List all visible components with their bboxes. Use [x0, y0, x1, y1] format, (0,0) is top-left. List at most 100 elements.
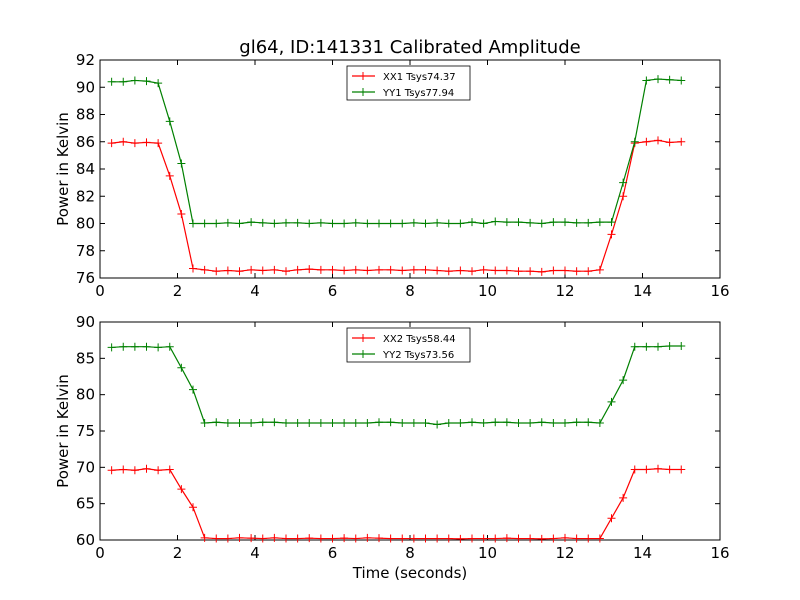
- y-tick-label: 65: [76, 495, 95, 513]
- data-point: [351, 534, 360, 543]
- data-point: [270, 418, 279, 427]
- data-point: [235, 533, 244, 542]
- chart-title: gl64, ID:141331 Calibrated Amplitude: [239, 37, 580, 58]
- x-tick-label: 6: [328, 282, 338, 300]
- x-tick-label: 16: [710, 282, 729, 300]
- data-point: [177, 485, 186, 494]
- data-point: [351, 265, 360, 274]
- data-point: [468, 267, 476, 276]
- y-tick-label: 84: [76, 160, 95, 178]
- data-point: [526, 419, 535, 428]
- data-point: [665, 138, 674, 147]
- legend-marker: [359, 72, 367, 80]
- data-point: [537, 534, 546, 543]
- data-point: [619, 376, 628, 385]
- data-point: [665, 341, 674, 350]
- data-point: [328, 419, 337, 428]
- data-point: [340, 534, 349, 543]
- series-line-1: [111, 468, 682, 540]
- data-point: [258, 534, 267, 543]
- data-point: [189, 219, 197, 228]
- data-point: [235, 419, 244, 428]
- legend-marker: [359, 334, 367, 342]
- y-tick-label: 90: [76, 313, 95, 331]
- data-point: [561, 533, 569, 542]
- data-point: [456, 534, 465, 543]
- data-point: [561, 266, 569, 275]
- data-point: [642, 465, 651, 474]
- data-point: [316, 265, 325, 274]
- legend-label: XX2 Tsys58.44: [383, 334, 456, 345]
- plot-top: 0 2 4 6 8 10 12 14 16 76 78 80 82 84 86 88 90 92 Power in …: [54, 51, 730, 300]
- data-point: [398, 219, 407, 228]
- data-point: [258, 218, 267, 227]
- data-point: [363, 266, 372, 275]
- data-point: [177, 209, 186, 218]
- data-point: [654, 136, 662, 145]
- data-point: [514, 218, 523, 227]
- data-point: [595, 419, 604, 428]
- data-point: [328, 219, 337, 228]
- data-point: [107, 466, 116, 475]
- x-tick-label: 0: [95, 282, 105, 300]
- data-point: [444, 419, 453, 428]
- data-point: [433, 420, 442, 429]
- data-point: [607, 397, 616, 406]
- data-point: [212, 418, 221, 427]
- data-point: [386, 418, 395, 427]
- data-point: [468, 534, 476, 543]
- data-point: [223, 419, 232, 428]
- data-point: [630, 342, 639, 351]
- data-point: [491, 534, 500, 543]
- data-point: [654, 75, 662, 84]
- data-point: [130, 342, 139, 351]
- data-point: [270, 265, 279, 274]
- data-point: [537, 418, 546, 427]
- data-point: [316, 534, 325, 543]
- data-point: [409, 218, 418, 227]
- y-tick-label: 70: [76, 458, 95, 476]
- data-point: [130, 139, 139, 148]
- data-point: [526, 267, 535, 276]
- data-point: [328, 534, 337, 543]
- x-tick-label: 2: [173, 544, 183, 562]
- data-point: [502, 418, 511, 427]
- y-tick-label: 76: [76, 269, 95, 287]
- data-point: [642, 137, 651, 146]
- data-point: [433, 218, 442, 227]
- data-point: [282, 267, 290, 276]
- data-point: [282, 218, 290, 227]
- data-point: [421, 265, 430, 274]
- x-tick-label: 2: [173, 282, 183, 300]
- data-point: [119, 137, 128, 146]
- data-point: [654, 342, 662, 351]
- data-point: [305, 419, 314, 428]
- data-point: [456, 419, 465, 428]
- legend-label: YY1 Tsys77.94: [382, 88, 454, 99]
- legend-marker: [359, 350, 367, 358]
- data-point: [189, 264, 197, 273]
- data-point: [619, 493, 628, 502]
- data-point: [595, 218, 604, 227]
- data-point: [572, 418, 581, 427]
- data-point: [177, 363, 186, 372]
- data-point: [642, 76, 651, 85]
- data-point: [340, 266, 349, 275]
- data-point: [177, 159, 186, 168]
- data-point: [154, 466, 163, 475]
- data-point: [386, 265, 395, 274]
- data-point: [328, 265, 337, 274]
- data-point: [375, 265, 383, 274]
- legend-label: YY2 Tsys73.56: [382, 350, 454, 361]
- data-point: [502, 534, 511, 543]
- data-point: [270, 533, 279, 542]
- data-point: [502, 266, 511, 275]
- legend-label: XX1 Tsys74.37: [383, 72, 456, 83]
- data-point: [421, 419, 430, 428]
- data-point: [479, 534, 488, 543]
- x-tick-label: 4: [250, 282, 260, 300]
- x-tick-label: 10: [478, 282, 497, 300]
- data-point: [223, 534, 232, 543]
- data-point: [537, 267, 546, 276]
- data-point: [235, 219, 244, 228]
